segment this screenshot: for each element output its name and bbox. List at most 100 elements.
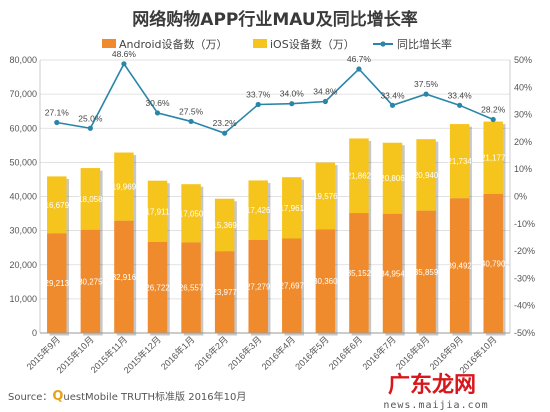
y-right-tick-label: -50% (514, 328, 535, 338)
y-left-tick-label: 10,000 (9, 294, 37, 304)
legend-marker-growth (380, 41, 386, 47)
bar-android (282, 238, 302, 333)
bar-label-ios: 21,177 (481, 154, 506, 163)
growth-point (222, 130, 228, 136)
legend-swatch-ios (253, 39, 267, 48)
bar-ios (349, 138, 369, 214)
y-right-tick-label: -10% (514, 219, 535, 229)
growth-data-label: 23.2% (213, 118, 238, 128)
bar-ios (214, 198, 235, 252)
x-axis: 2015年9月2015年10月2015年11月2015年12月2016年1月20… (24, 332, 510, 375)
bar-label-ios: 20,806 (380, 174, 405, 183)
y-left-tick-label: 20,000 (9, 260, 37, 270)
bar-label-android: 27,279 (246, 282, 271, 291)
growth-point (490, 116, 496, 123)
bar-android (47, 233, 67, 333)
bar-ios (147, 180, 168, 242)
y-right-tick-label: 40% (514, 82, 532, 92)
y-left-tick-label: 60,000 (9, 123, 37, 133)
growth-point (423, 91, 429, 97)
y-right-tick-label: 30% (514, 110, 532, 120)
growth-data-label: 25.0% (78, 113, 103, 123)
y-right-tick-label: 10% (514, 164, 532, 174)
bar-label-ios: 21,862 (347, 172, 372, 181)
y-right-tick-label: 0% (514, 192, 527, 202)
bar-label-ios: 18,058 (78, 195, 103, 204)
growth-point (322, 98, 328, 105)
bar-label-ios: 17,961 (280, 204, 305, 213)
bar-label-ios: 19,576 (313, 192, 338, 201)
growth-point (389, 102, 396, 108)
bar-label-android: 26,722 (145, 283, 170, 292)
y-left-tick-label: 40,000 (9, 192, 37, 202)
growth-data-label: 27.1% (45, 108, 70, 118)
bar-android (449, 198, 470, 333)
x-tick-label: 2016年1月 (158, 334, 196, 372)
growth-data-label: 33.4% (380, 90, 405, 100)
bar-label-android: 30,360 (313, 277, 338, 286)
source-brand-initial: Q (52, 389, 63, 404)
bar-android (483, 193, 503, 333)
source-note: Source：QuestMobile TRUTH标准版 2016年10月 (8, 389, 246, 404)
growth-line-series: 27.1% 25.0% 48.6% 30.6% 27.5% 23.2% 33.7% 34.0%… (45, 49, 506, 136)
bar-ios (315, 162, 336, 230)
growth-point (289, 101, 295, 107)
bar-label-android: 40,790 (481, 259, 506, 268)
bar-android (114, 220, 134, 333)
bar-ios (47, 176, 67, 234)
bar-android (416, 210, 436, 333)
growth-data-label: 33.4% (448, 90, 473, 100)
growth-point (87, 125, 93, 131)
bar-ios (382, 142, 403, 214)
x-tick-label: 2016年8月 (393, 334, 431, 372)
chart-title: 网络购物APP行业MAU及同比增长率 (132, 9, 417, 30)
source-brand-text: uestMobile TRUTH标准版 2016年10月 (63, 390, 246, 403)
bar-label-ios: 21,734 (447, 157, 472, 166)
bar-label-ios: 20,940 (414, 171, 439, 180)
bar-label-android: 35,152 (347, 269, 372, 278)
growth-data-label: 34.8% (313, 86, 338, 96)
bar-label-android: 23,977 (212, 288, 237, 297)
bar-label-ios: 19,969 (112, 183, 137, 192)
y-left-tick-label: 30,000 (9, 226, 37, 236)
growth-data-label: 30.6% (145, 98, 170, 108)
bar-data-labels: 29,213 16,679 30,275 18,058 32,916 19,969 26,7… (45, 154, 506, 297)
bar-ios (416, 139, 436, 211)
growth-point (356, 66, 362, 72)
growth-point (188, 118, 194, 125)
y-left-tick-label: 50,000 (9, 157, 37, 167)
legend-swatch-android (102, 39, 116, 48)
bar-ios (282, 177, 302, 239)
y-right-tick-label: 20% (514, 137, 532, 147)
growth-point (54, 119, 60, 126)
bar-label-android: 34,954 (380, 269, 405, 278)
watermark-title: 广东龙网 (388, 372, 476, 398)
bar-ios (483, 121, 503, 194)
bar-label-android: 26,557 (179, 284, 204, 293)
growth-data-label: 37.5% (414, 79, 439, 89)
growth-data-label: 27.5% (179, 106, 204, 116)
watermark-url: news.maijia.com (383, 400, 488, 411)
y-axis-right: -50% -40% -30% -20% -10% 0% 10% 20% 30% 40% 50% (509, 55, 535, 338)
x-tick-label: 2016年7月 (360, 334, 398, 372)
growth-data-label: 34.0% (280, 89, 305, 99)
y-right-tick-label: -30% (514, 273, 535, 283)
bar-label-ios: 17,050 (179, 209, 204, 218)
bar-label-ios: 17,911 (146, 207, 170, 216)
y-axis-left: 0 10,000 20,000 30,000 40,000 50,000 60,000 70,… (9, 55, 41, 338)
bar-label-android: 29,213 (45, 279, 70, 288)
bar-android (80, 229, 101, 333)
bar-label-android: 27,697 (280, 282, 305, 291)
x-tick-label: 2016年6月 (326, 334, 364, 372)
legend: Android设备数（万） iOS设备数（万） 同比增长率 (102, 37, 452, 51)
y-right-tick-label: 50% (514, 55, 532, 65)
y-left-tick-label: 70,000 (9, 89, 37, 99)
growth-point (154, 110, 161, 116)
growth-data-label: 48.6% (112, 49, 137, 59)
legend-label-ios: iOS设备数（万） (270, 37, 355, 51)
bar-label-ios: 16,679 (45, 201, 70, 210)
bar-label-ios: 15,369 (212, 221, 237, 230)
bar-ios (248, 180, 268, 240)
bar-ios (449, 124, 470, 199)
